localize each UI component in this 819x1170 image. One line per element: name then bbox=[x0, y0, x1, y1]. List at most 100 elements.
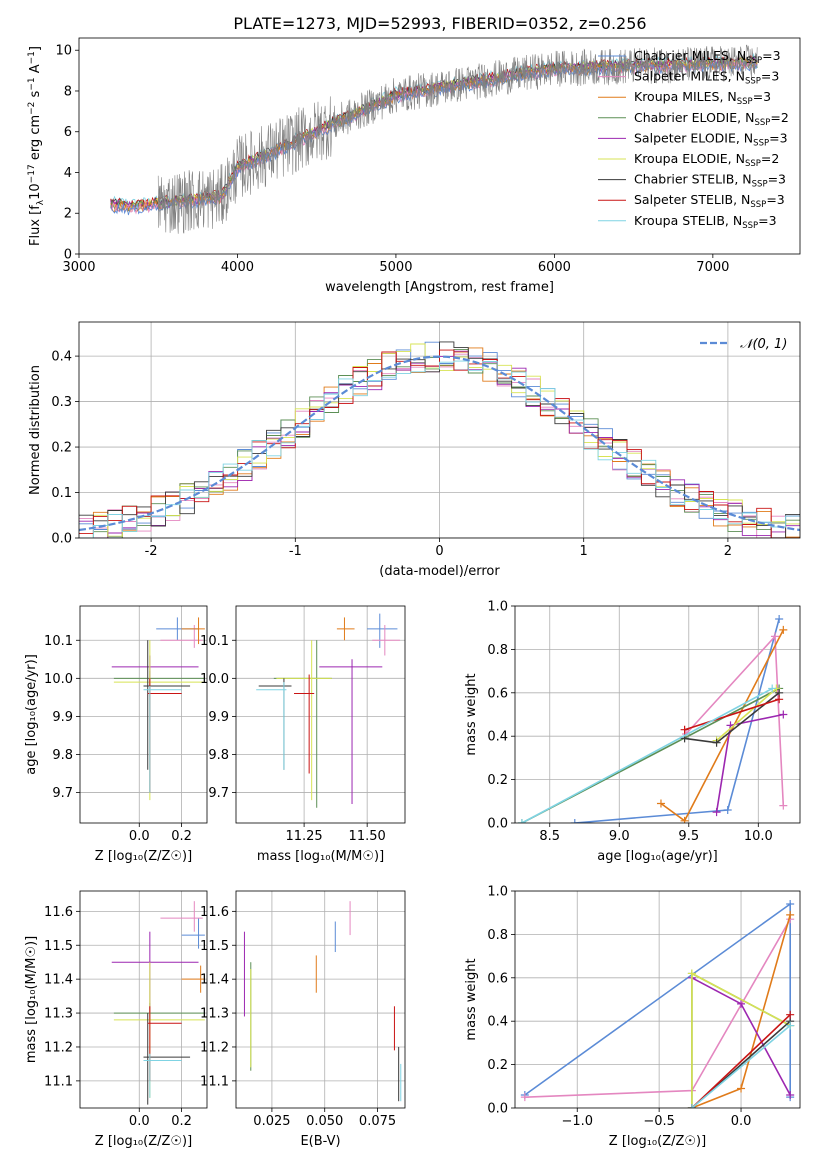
weight-marker-8 bbox=[768, 684, 777, 693]
observed-spectrum bbox=[157, 44, 758, 234]
y-axis-label: age [log₁₀(age/yr)] bbox=[24, 654, 39, 775]
weight-marker-1 bbox=[770, 632, 779, 641]
x-tick-label: 11.25 bbox=[285, 829, 322, 844]
y-tick-label: 11.1 bbox=[44, 1074, 73, 1089]
y-tick-label: 11.6 bbox=[44, 905, 73, 920]
x-tick-label: -1 bbox=[289, 544, 302, 559]
y-tick-label: 11.2 bbox=[200, 1040, 229, 1055]
weight-marker-4 bbox=[737, 999, 746, 1008]
x-tick-label: 9.5 bbox=[678, 829, 699, 844]
x-tick-label: -2 bbox=[145, 544, 158, 559]
y-axis-label-part: −1 bbox=[27, 77, 37, 90]
y-tick-label: 11.6 bbox=[200, 905, 229, 920]
weight-marker-2 bbox=[737, 1084, 746, 1093]
y-tick-label: 9.9 bbox=[52, 710, 73, 725]
axes-frame bbox=[235, 890, 406, 1109]
weight-marker-4 bbox=[786, 1090, 795, 1099]
plot-area bbox=[236, 606, 405, 823]
y-tick-label: 1.0 bbox=[487, 885, 508, 900]
gaussian-curve bbox=[79, 355, 800, 532]
y-tick-label: 11.3 bbox=[200, 1007, 229, 1022]
weight-marker-0 bbox=[570, 819, 579, 823]
y-axis-label-part: 10 bbox=[28, 183, 43, 200]
legend-label-suffix: =3 bbox=[769, 130, 787, 145]
x-tick-label: 3000 bbox=[62, 260, 95, 275]
legend-label-text: Salpeter STELIB, N bbox=[634, 192, 750, 207]
axes-frame bbox=[78, 37, 801, 255]
legend-label-sub: SSP bbox=[737, 97, 753, 107]
y-tick-label: 0.0 bbox=[487, 817, 508, 832]
x-tick-label: −1.0 bbox=[561, 1114, 593, 1129]
legend-label-3: Chabrier ELODIE, NSSP=2 bbox=[634, 110, 789, 128]
y-tick-label: 0.6 bbox=[487, 686, 508, 701]
weight-marker-1 bbox=[779, 801, 788, 810]
x-tick-label: 10.0 bbox=[744, 829, 773, 844]
legend-label-suffix: =3 bbox=[768, 172, 786, 187]
y-tick-label: 0.0 bbox=[487, 1102, 508, 1117]
figure-title: PLATE=1273, MJD=52993, FIBERID=0352, z=0… bbox=[233, 14, 646, 33]
weight-marker-7 bbox=[680, 725, 689, 734]
x-tick-label: 0.025 bbox=[253, 1114, 290, 1129]
weight-marker-2 bbox=[680, 816, 689, 823]
legend-label-suffix: =3 bbox=[758, 213, 776, 228]
x-axis-label: Z [log₁₀(Z/Z☉)] bbox=[95, 849, 192, 864]
plot-area bbox=[80, 891, 207, 1108]
x-tick-label: 1 bbox=[580, 544, 588, 559]
y-tick-label: 10.0 bbox=[44, 672, 73, 687]
y-tick-label: 6 bbox=[64, 125, 72, 140]
y-tick-label: 0.4 bbox=[487, 730, 508, 745]
weight-line-8 bbox=[691, 1024, 791, 1108]
legend-label-sub: SSP bbox=[745, 77, 761, 87]
y-axis-label-part: −2 bbox=[27, 102, 37, 115]
y-tick-label: 11.1 bbox=[200, 1074, 229, 1089]
residual-histogram-8 bbox=[79, 360, 800, 538]
y-tick-label: 11.4 bbox=[44, 973, 73, 988]
x-axis-label: age [log₁₀(age/yr)] bbox=[597, 849, 718, 864]
weight-marker-0 bbox=[786, 900, 795, 909]
weight-marker-7 bbox=[786, 1010, 795, 1019]
weight-marker-4 bbox=[779, 710, 788, 719]
x-tick-label: 0.2 bbox=[171, 829, 192, 844]
plot-layer: Flux [fλ10−17 erg cm−2 s−1 A−1]3000 4000 5… bbox=[24, 37, 801, 1149]
legend-label-text: Kroupa STELIB, N bbox=[634, 213, 742, 228]
legend-label-text: Salpeter MILES, N bbox=[634, 69, 745, 84]
x-tick-label: 9.0 bbox=[609, 829, 630, 844]
plot-area bbox=[515, 606, 800, 823]
axes-frame bbox=[79, 890, 208, 1109]
axes-frame bbox=[79, 605, 208, 824]
weight-marker-0 bbox=[775, 615, 784, 624]
y-tick-label: 9.8 bbox=[208, 748, 229, 763]
weight-marker-7 bbox=[775, 695, 784, 704]
axes-frame bbox=[514, 890, 801, 1109]
legend-label-sub: SSP bbox=[752, 180, 768, 190]
weight-marker-2 bbox=[656, 799, 665, 808]
y-axis-label-part: −17 bbox=[27, 164, 37, 183]
y-tick-label: 10.1 bbox=[200, 634, 229, 649]
y-tick-label: 0.4 bbox=[487, 1015, 508, 1030]
legend-label-6: Chabrier STELIB, NSSP=3 bbox=[634, 172, 786, 190]
plot-area bbox=[110, 44, 758, 234]
x-tick-label: 2 bbox=[724, 544, 732, 559]
legend-label-text: Chabrier STELIB, N bbox=[634, 172, 752, 187]
y-tick-label: 8 bbox=[64, 84, 72, 99]
y-tick-label: 2 bbox=[64, 207, 72, 222]
y-axis-label-part: A bbox=[28, 64, 43, 77]
y-tick-label: 11.4 bbox=[200, 973, 229, 988]
x-tick-label: 7000 bbox=[696, 260, 729, 275]
y-tick-label: 0.1 bbox=[51, 486, 72, 501]
weight-marker-4 bbox=[712, 808, 721, 817]
y-tick-label: 0.2 bbox=[487, 773, 508, 788]
y-axis-label: mass [log₁₀(M/M☉)] bbox=[24, 936, 39, 1063]
x-tick-label: 0 bbox=[435, 544, 443, 559]
panel-spectrum: Flux [fλ10−17 erg cm−2 s−1 A−1]3000 4000 5… bbox=[27, 37, 801, 295]
x-tick-label: 0.0 bbox=[129, 1114, 150, 1129]
y-tick-label: 0.4 bbox=[51, 350, 72, 365]
y-tick-label: 9.9 bbox=[208, 710, 229, 725]
legend-label-suffix: =3 bbox=[761, 69, 779, 84]
legend-label-sub: SSP bbox=[753, 138, 769, 148]
y-tick-label: 0.2 bbox=[51, 441, 72, 456]
legend-label-suffix: =2 bbox=[770, 110, 788, 125]
x-tick-label: 0.050 bbox=[306, 1114, 343, 1129]
weight-marker-8 bbox=[517, 819, 526, 823]
